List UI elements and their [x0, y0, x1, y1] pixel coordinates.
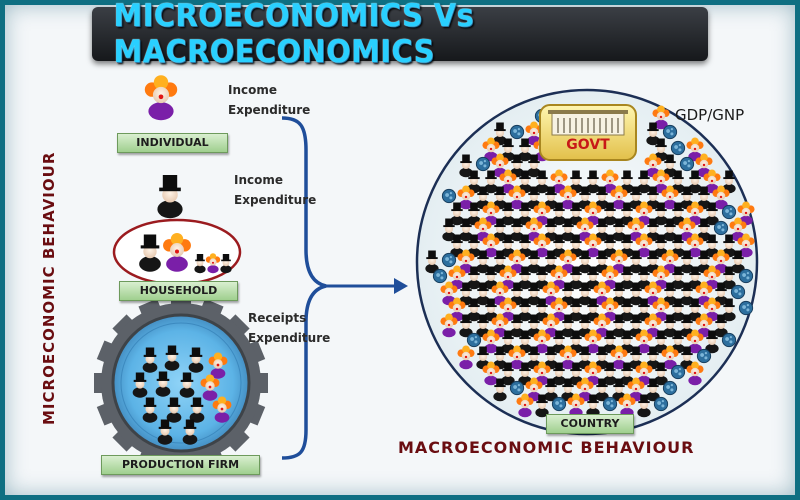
page-title: MICROECONOMICS Vs MACROECONOMICS [113, 0, 475, 70]
gdp-gnp-label: GDP/GNP [675, 106, 745, 124]
household-expenditure-text: Expenditure [234, 193, 317, 207]
firm-flow: Receipts Expenditure [248, 308, 330, 348]
individual-flow: Income Expenditure [228, 80, 310, 120]
household-label: HOUSEHOLD [119, 281, 238, 301]
grouping-bracket [281, 116, 327, 460]
production-firm-gear [94, 296, 268, 470]
individual-income-text: Income [228, 83, 278, 97]
individual-figure [144, 75, 178, 121]
govt-label: GOVT [566, 137, 610, 153]
individual-label: INDIVIDUAL [117, 133, 228, 153]
household-income-text: Income [234, 173, 284, 187]
country-label: COUNTRY [546, 414, 634, 434]
govt-badge [539, 104, 637, 161]
macro-behaviour-label: MACROECONOMIC BEHAVIOUR [398, 438, 695, 457]
title-banner: MICROECONOMICS Vs MACROECONOMICS [92, 0, 708, 70]
individual-expenditure-text: Expenditure [228, 103, 311, 117]
production-firm-label: PRODUCTION FIRM [101, 455, 260, 475]
flow-arrow-head [394, 278, 408, 294]
firm-receipts-text: Receipts [248, 311, 307, 325]
household-head-figure [157, 175, 183, 219]
household-head-flow: Income Expenditure [234, 170, 316, 210]
firm-expenditure-text: Expenditure [248, 331, 331, 345]
